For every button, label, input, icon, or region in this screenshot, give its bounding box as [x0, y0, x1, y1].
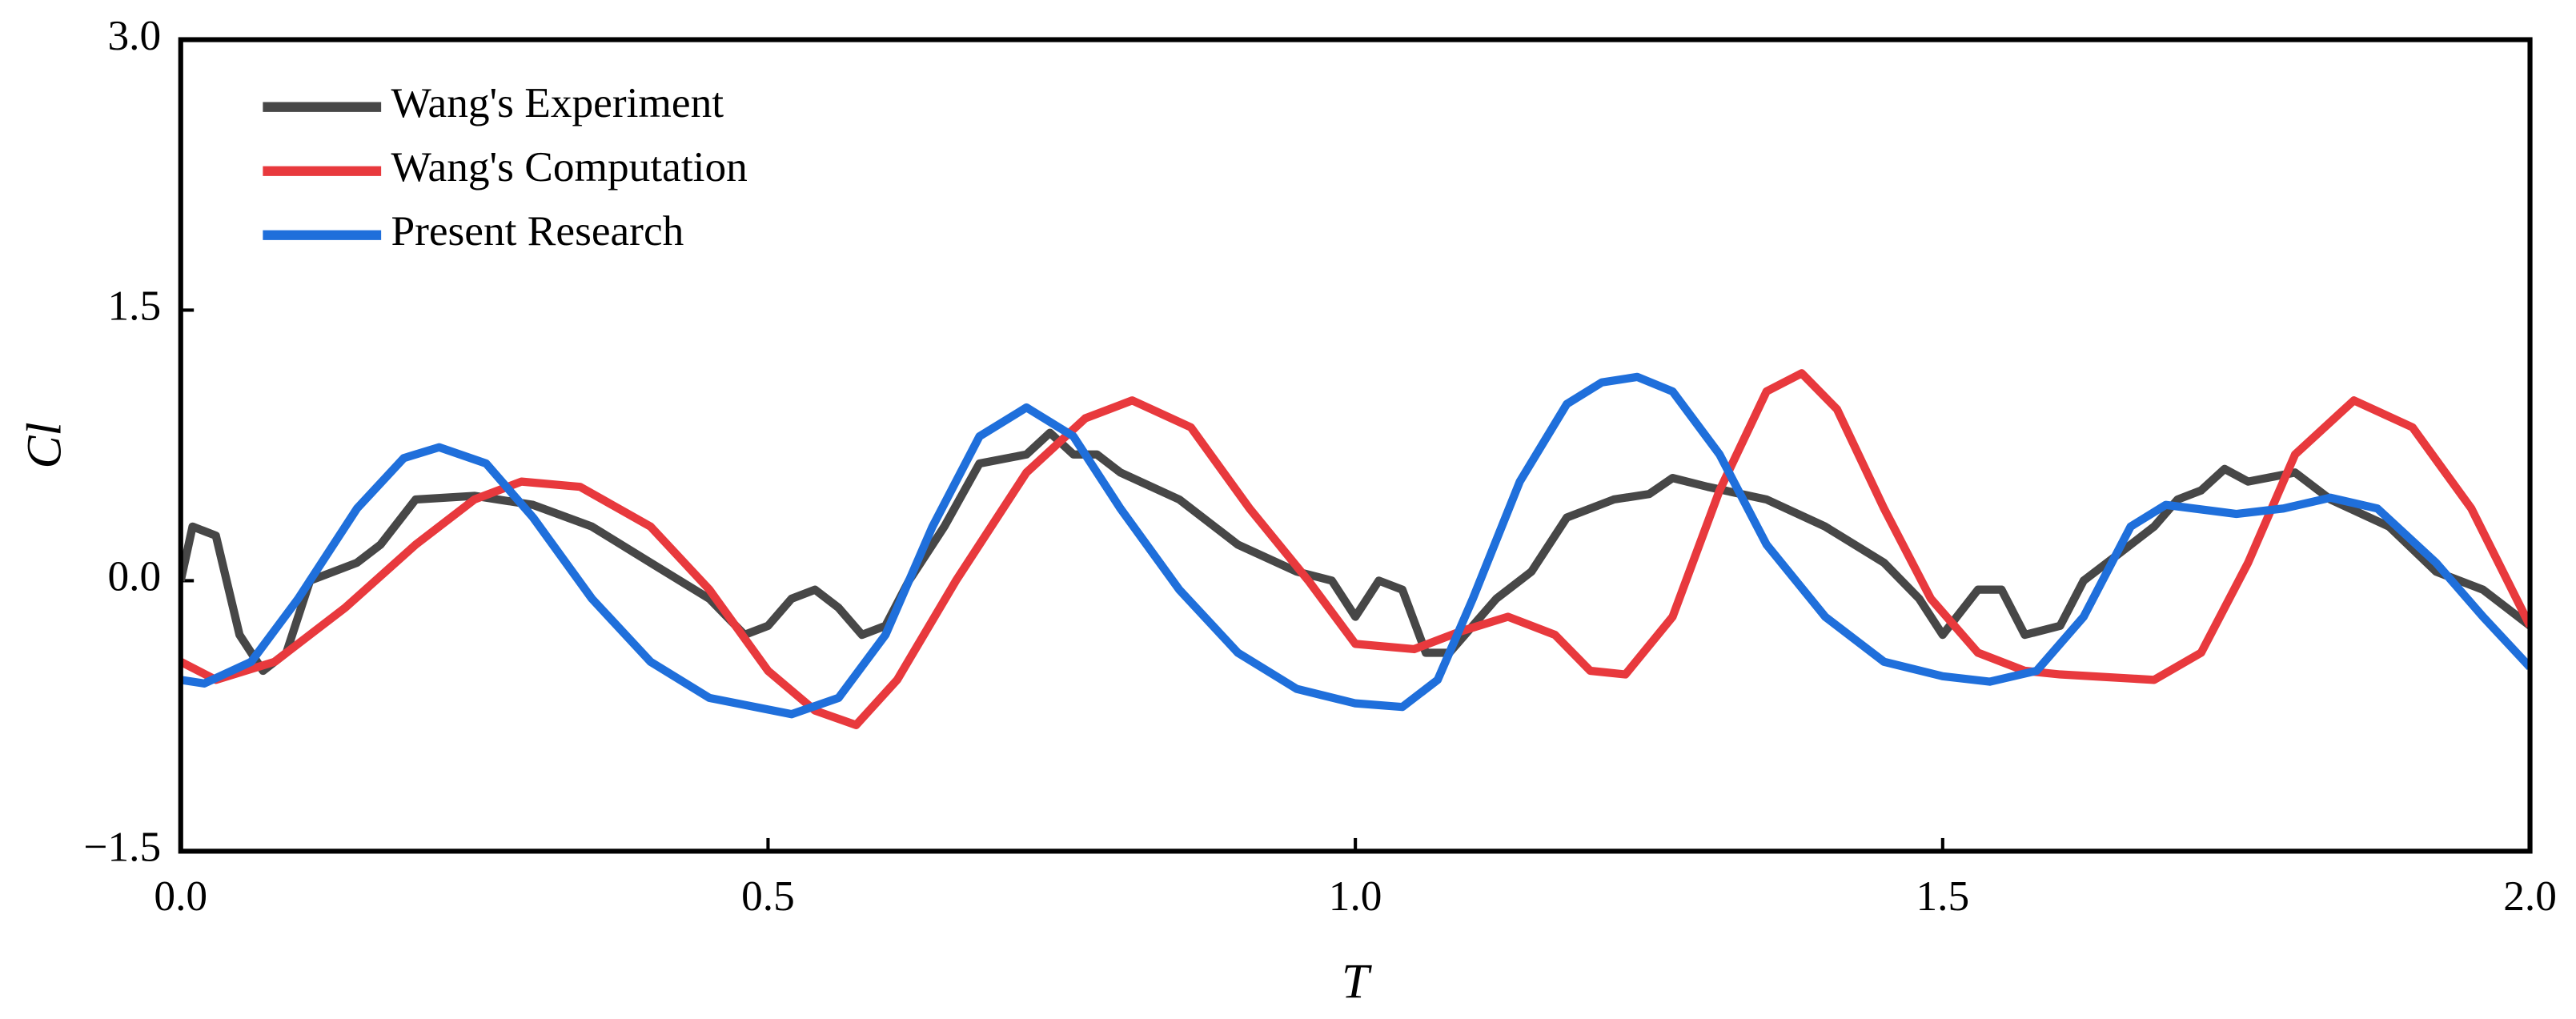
- series-line: [180, 369, 2530, 729]
- x-tick-label: 0.0: [154, 872, 207, 920]
- y-tick-label: 1.5: [107, 282, 161, 330]
- x-tick-label: 0.5: [741, 872, 795, 920]
- y-axis-title: Cl: [18, 422, 72, 468]
- series-line: [180, 372, 2530, 719]
- x-axis-title: T: [1342, 954, 1372, 1009]
- y-tick-label: 0.0: [107, 552, 161, 600]
- x-tick-label: 2.0: [2503, 872, 2557, 920]
- legend-label: Wang's Computation: [391, 142, 747, 191]
- x-tick-label: 1.0: [1329, 872, 1382, 920]
- series-line: [180, 428, 2530, 676]
- plot-frame: [178, 37, 2533, 854]
- y-tick-label: 3.0: [107, 11, 161, 59]
- x-tick-label: 1.5: [1916, 872, 1969, 920]
- legend-label: Wang's Experiment: [391, 78, 724, 126]
- y-tick-label: −1.5: [83, 823, 161, 871]
- legend-label: Present Research: [391, 207, 684, 255]
